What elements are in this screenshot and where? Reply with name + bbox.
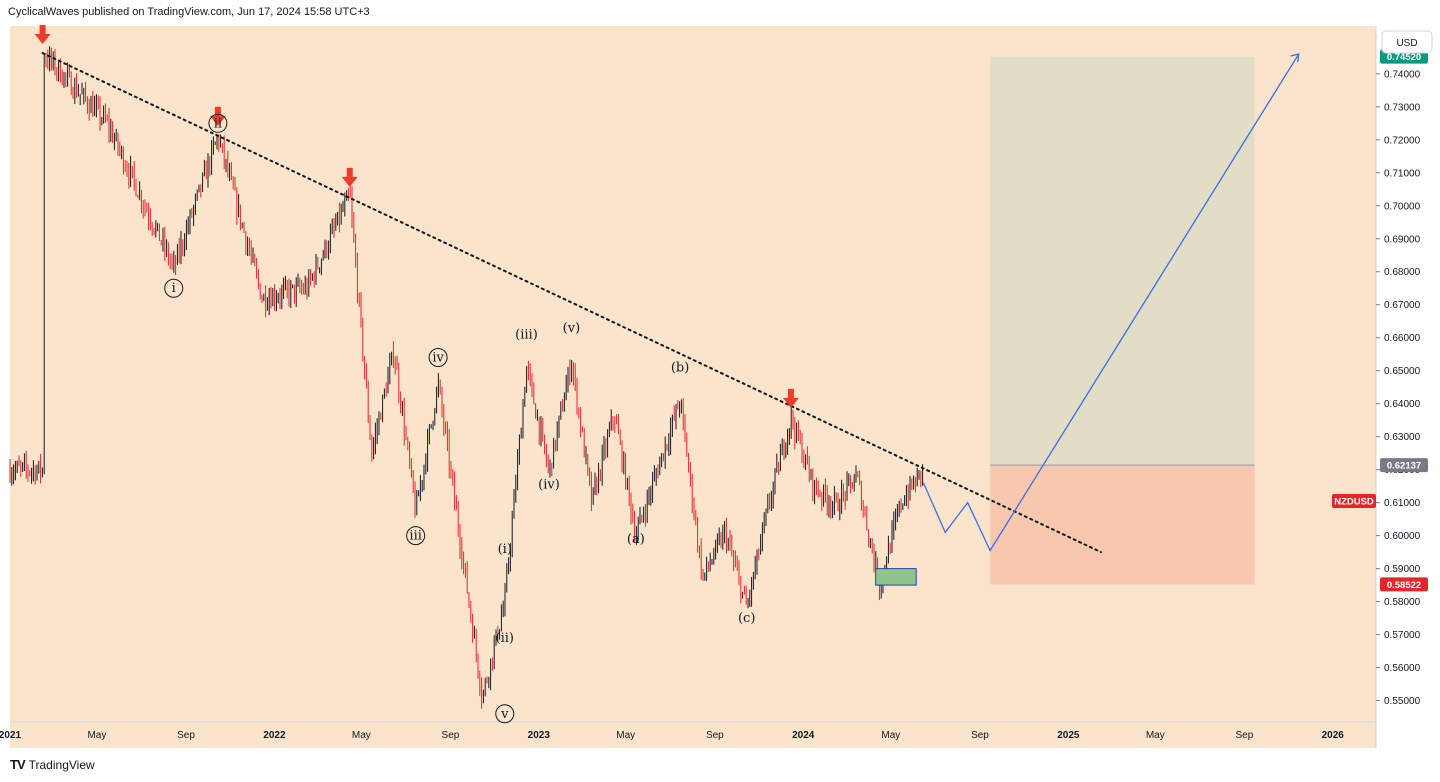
tradingview-logo-icon[interactable]: TV	[10, 757, 26, 772]
y-tick-label: 0.63000	[1384, 432, 1421, 443]
x-tick-label: 2023	[528, 730, 551, 741]
x-tick-label: 2026	[1322, 730, 1345, 741]
wave-label: (b)	[671, 360, 689, 375]
y-tick-label: 0.68000	[1384, 267, 1421, 278]
x-tick-label: May	[87, 730, 106, 741]
x-tick-label: May	[881, 730, 900, 741]
y-tick-label: 0.73000	[1384, 102, 1421, 113]
price-badge-text: 0.74520	[1387, 52, 1421, 63]
currency-button[interactable]: USD	[1381, 30, 1433, 54]
target-zone	[990, 56, 1255, 466]
x-tick-label: Sep	[1235, 730, 1253, 741]
stop-zone	[990, 465, 1255, 585]
wave-label-circle	[164, 278, 184, 298]
sell-arrow-icon	[209, 106, 226, 126]
y-tick-label: 0.59000	[1384, 564, 1421, 575]
x-tick-label: Sep	[706, 730, 724, 741]
y-tick-label: 0.57000	[1384, 630, 1421, 641]
wave-label: (v)	[563, 321, 581, 336]
sell-arrow-icon	[782, 388, 799, 408]
buy-zone-box	[875, 568, 917, 586]
wave-label: (c)	[738, 611, 755, 626]
x-tick-label: 2024	[792, 730, 815, 741]
wave-label: i	[172, 281, 176, 296]
wave-label: v	[500, 707, 509, 722]
wave-label: ii	[214, 116, 222, 131]
x-tick-label: Sep	[177, 730, 195, 741]
wave-label-circle	[428, 348, 448, 368]
y-tick-label: 0.58000	[1384, 597, 1421, 608]
symbol-badge	[1332, 493, 1376, 508]
price-badge	[1380, 458, 1428, 473]
y-tick-label: 0.71000	[1384, 168, 1421, 179]
sell-arrow-icon	[341, 167, 358, 187]
price-badge-text: 0.62137	[1387, 461, 1421, 472]
wave-label: (a)	[627, 532, 645, 547]
publish-caption: CyclicalWaves published on TradingView.c…	[8, 6, 370, 18]
y-tick-label: 0.66000	[1384, 333, 1421, 344]
price-axis-area	[1376, 26, 1440, 748]
y-tick-label: 0.69000	[1384, 234, 1421, 245]
y-tick-label: 0.64000	[1384, 399, 1421, 410]
x-tick-label: 2021	[0, 730, 22, 741]
y-tick-label: 0.70000	[1384, 201, 1421, 212]
price-badge	[1380, 577, 1428, 592]
wave-label: iv	[432, 351, 444, 366]
wave-label: (i)	[498, 542, 512, 557]
price-badge-text: 0.58522	[1387, 580, 1421, 591]
x-tick-label: Sep	[442, 730, 460, 741]
x-tick-label: May	[1146, 730, 1165, 741]
x-tick-label: May	[616, 730, 635, 741]
wave-label-circle	[406, 526, 426, 546]
y-tick-label: 0.56000	[1384, 663, 1421, 674]
wave-label: (iv)	[538, 478, 560, 493]
y-tick-label: 0.72000	[1384, 135, 1421, 146]
projection-path	[922, 53, 1300, 552]
y-tick-label: 0.55000	[1384, 696, 1421, 707]
y-tick-label: 0.60000	[1384, 531, 1421, 542]
currency-label: USD	[1396, 38, 1417, 49]
brand-name: TradingView	[28, 757, 95, 772]
x-tick-label: 2025	[1057, 730, 1080, 741]
wave-label: (ii)	[496, 631, 514, 646]
y-tick-label: 0.74000	[1384, 69, 1421, 80]
x-tick-label: 2022	[263, 730, 286, 741]
wave-label: iii	[409, 529, 421, 544]
wave-label-circle	[208, 113, 228, 133]
symbol-badge-text: NZDUSD	[1334, 496, 1374, 507]
footer: TV TradingView	[10, 757, 95, 772]
y-tick-label: 0.67000	[1384, 300, 1421, 311]
x-tick-label: Sep	[971, 730, 989, 741]
y-tick-label: 0.61000	[1384, 498, 1421, 509]
wave-label: (iii)	[515, 327, 538, 342]
projection-arrow-head	[1290, 53, 1300, 63]
time-axis-area	[10, 722, 1376, 748]
wave-label-circle	[495, 704, 515, 724]
x-tick-label: May	[352, 730, 371, 741]
sell-arrow-icon	[34, 25, 51, 45]
y-tick-label: 0.65000	[1384, 366, 1421, 377]
